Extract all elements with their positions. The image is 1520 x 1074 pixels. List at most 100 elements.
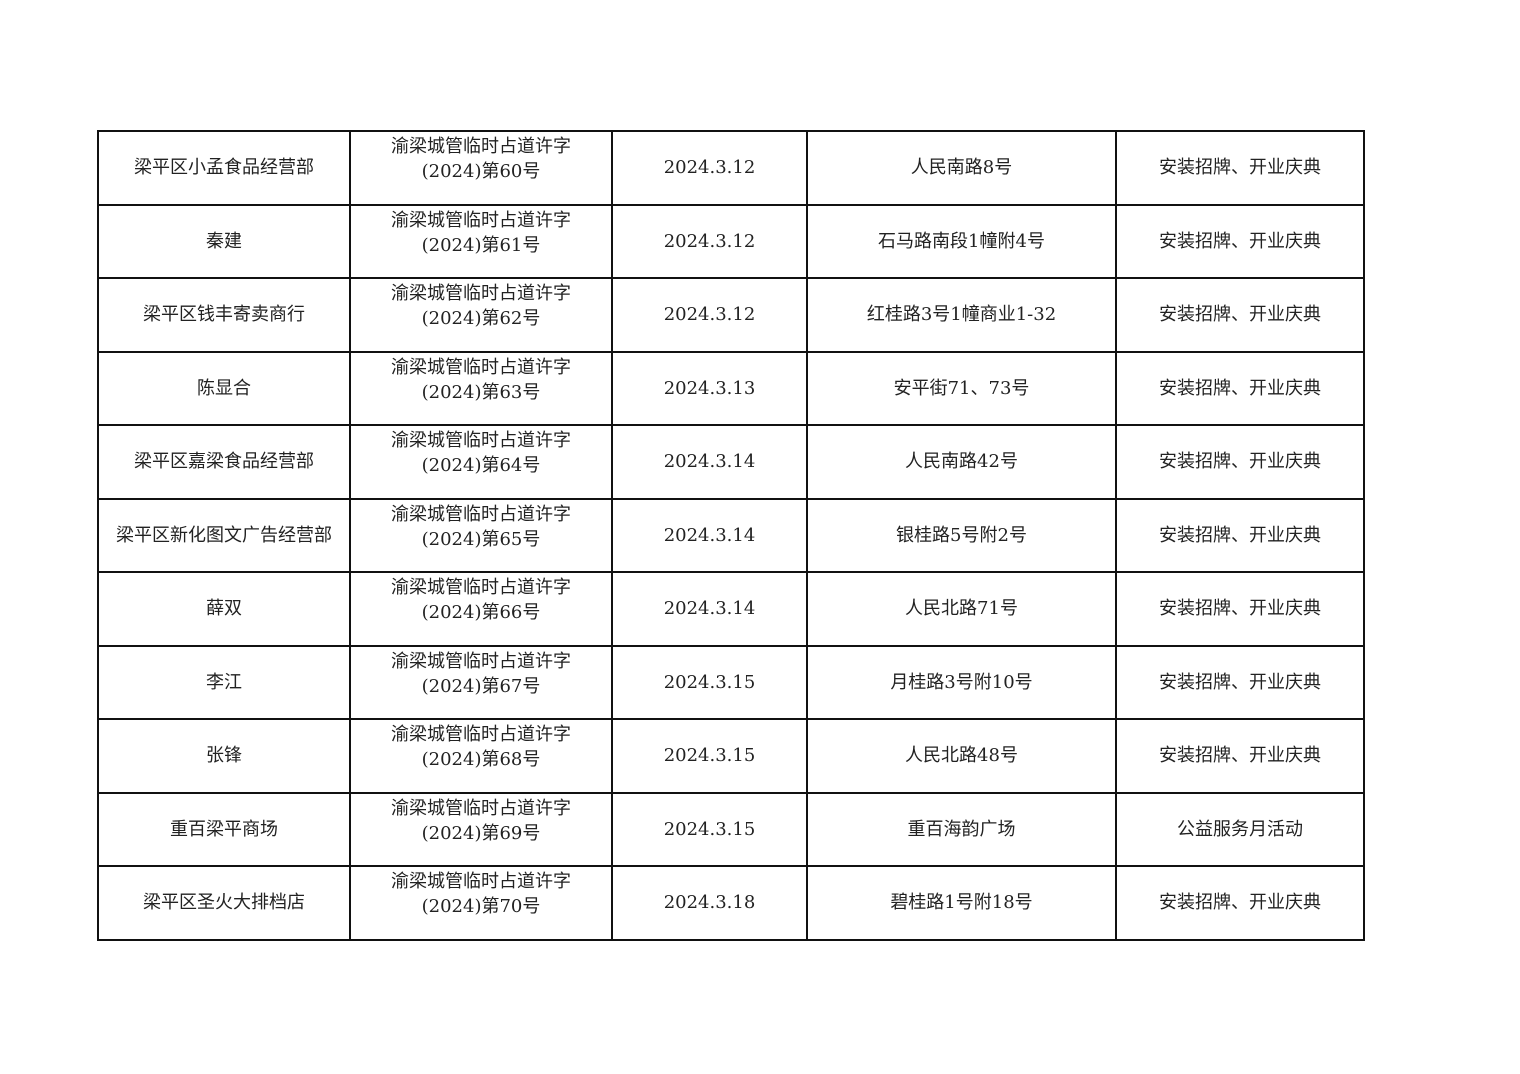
table-row: 梁平区新化图文广告经营部 渝梁城管临时占道许字 (2024)第65号 2024.3.1… — [97, 497, 1365, 573]
table-row: 重百梁平商场 渝梁城管临时占道许字 (2024)第69号 2024.3.15 重百海韵广… — [97, 791, 1365, 867]
table-row: 张锋 渝梁城管临时占道许字 (2024)第68号 2024.3.15 人民北路48号 安装… — [97, 718, 1365, 794]
table-row: 陈显合 渝梁城管临时占道许字 (2024)第63号 2024.3.13 安平街71、73… — [97, 350, 1365, 426]
purpose-cell-text: 安装招牌、开业庆典 — [1159, 230, 1321, 252]
purpose-cell: 安装招牌、开业庆典 — [1115, 424, 1365, 500]
address-cell-text: 石马路南段1幢附4号 — [878, 230, 1045, 252]
date-cell-text: 2024.3.12 — [663, 304, 756, 326]
purpose-cell-text: 安装招牌、开业庆典 — [1159, 671, 1321, 693]
permit-number-cell-line-2: (2024)第62号 — [421, 308, 541, 329]
applicant-cell-text: 薛双 — [206, 598, 242, 620]
applicant-cell: 张锋 — [97, 718, 351, 794]
date-cell-text: 2024.3.14 — [663, 451, 756, 473]
address-cell: 月桂路3号附10号 — [806, 644, 1117, 720]
date-cell: 2024.3.12 — [611, 130, 808, 206]
applicant-cell: 陈显合 — [97, 350, 351, 426]
table-row: 李江 渝梁城管临时占道许字 (2024)第67号 2024.3.15 月桂路3号附10号… — [97, 644, 1365, 720]
address-cell: 人民北路48号 — [806, 718, 1117, 794]
applicant-cell-text: 梁平区圣火大排档店 — [143, 892, 305, 914]
permit-number-cell: 渝梁城管临时占道许字 (2024)第70号 — [349, 865, 613, 941]
purpose-cell: 安装招牌、开业庆典 — [1115, 130, 1365, 206]
date-cell: 2024.3.18 — [611, 865, 808, 941]
permit-number-cell-line-2: (2024)第63号 — [421, 381, 541, 403]
applicant-cell-text: 梁平区钱丰寄卖商行 — [143, 304, 305, 326]
table-row: 秦建 渝梁城管临时占道许字 (2024)第61号 2024.3.12 石马路南段1幢附4… — [97, 203, 1365, 279]
purpose-cell-text: 安装招牌、开业庆典 — [1159, 157, 1321, 179]
permit-number-cell-line-1: 渝梁城管临时占道许字 — [391, 724, 571, 745]
purpose-cell: 安装招牌、开业庆典 — [1115, 350, 1365, 426]
date-cell-text: 2024.3.14 — [663, 524, 756, 546]
purpose-cell-text: 安装招牌、开业庆典 — [1159, 745, 1321, 767]
permit-number-cell: 渝梁城管临时占道许字 (2024)第67号 — [349, 644, 613, 720]
permit-number-cell-line-2: (2024)第69号 — [421, 822, 541, 844]
purpose-cell-text: 安装招牌、开业庆典 — [1159, 377, 1321, 399]
address-cell: 人民北路71号 — [806, 571, 1117, 647]
permit-table: 梁平区小孟食品经营部 渝梁城管临时占道许字 (2024)第60号 2024.3.12 人… — [97, 130, 1365, 941]
applicant-cell: 秦建 — [97, 203, 351, 279]
permit-number-cell-line-1: 渝梁城管临时占道许字 — [391, 209, 571, 231]
permit-number-cell-line-2: (2024)第67号 — [421, 675, 541, 697]
purpose-cell: 安装招牌、开业庆典 — [1115, 571, 1365, 647]
address-cell-text: 碧桂路1号附18号 — [890, 892, 1033, 914]
permit-number-cell-line-1: 渝梁城管临时占道许字 — [391, 430, 571, 451]
date-cell-text: 2024.3.15 — [663, 671, 756, 693]
permit-number-cell-line-2: (2024)第64号 — [421, 455, 541, 476]
address-cell: 碧桂路1号附18号 — [806, 865, 1117, 941]
applicant-cell: 梁平区圣火大排档店 — [97, 865, 351, 941]
address-cell: 人民南路8号 — [806, 130, 1117, 206]
applicant-cell-text: 李江 — [206, 671, 242, 693]
permit-number-cell-line-2: (2024)第68号 — [421, 749, 541, 770]
permit-number-cell: 渝梁城管临时占道许字 (2024)第66号 — [349, 571, 613, 647]
purpose-cell: 安装招牌、开业庆典 — [1115, 277, 1365, 353]
permit-number-cell-line-2: (2024)第66号 — [421, 602, 541, 623]
address-cell-text: 重百海韵广场 — [907, 818, 1016, 840]
permit-table-body: 梁平区小孟食品经营部 渝梁城管临时占道许字 (2024)第60号 2024.3.12 人… — [97, 130, 1365, 941]
date-cell: 2024.3.12 — [611, 203, 808, 279]
purpose-cell: 安装招牌、开业庆典 — [1115, 644, 1365, 720]
table-row: 薛双 渝梁城管临时占道许字 (2024)第66号 2024.3.14 人民北路71号 安装… — [97, 571, 1365, 647]
table-row: 梁平区圣火大排档店 渝梁城管临时占道许字 (2024)第70号 2024.3.18 碧桂… — [97, 865, 1365, 941]
permit-number-cell: 渝梁城管临时占道许字 (2024)第68号 — [349, 718, 613, 794]
date-cell-text: 2024.3.12 — [663, 157, 756, 179]
permit-number-cell-line-1: 渝梁城管临时占道许字 — [391, 577, 571, 598]
permit-number-cell: 渝梁城管临时占道许字 (2024)第63号 — [349, 350, 613, 426]
address-cell-text: 安平街71、73号 — [893, 377, 1030, 399]
applicant-cell-text: 张锋 — [206, 745, 242, 767]
address-cell: 人民南路42号 — [806, 424, 1117, 500]
purpose-cell-text: 安装招牌、开业庆典 — [1159, 304, 1321, 326]
date-cell-text: 2024.3.14 — [663, 598, 756, 620]
purpose-cell-text: 安装招牌、开业庆典 — [1159, 892, 1321, 914]
address-cell-text: 人民北路48号 — [905, 745, 1018, 767]
table-row: 梁平区钱丰寄卖商行 渝梁城管临时占道许字 (2024)第62号 2024.3.12 红桂… — [97, 277, 1365, 353]
purpose-cell: 安装招牌、开业庆典 — [1115, 718, 1365, 794]
permit-number-cell-line-1: 渝梁城管临时占道许字 — [391, 650, 571, 672]
date-cell: 2024.3.14 — [611, 497, 808, 573]
purpose-cell-text: 公益服务月活动 — [1177, 818, 1303, 840]
address-cell: 石马路南段1幢附4号 — [806, 203, 1117, 279]
purpose-cell: 安装招牌、开业庆典 — [1115, 203, 1365, 279]
permit-number-cell-line-1: 渝梁城管临时占道许字 — [391, 136, 571, 157]
address-cell-text: 人民北路71号 — [905, 598, 1018, 620]
permit-number-cell: 渝梁城管临时占道许字 (2024)第69号 — [349, 791, 613, 867]
applicant-cell-text: 陈显合 — [197, 377, 251, 399]
applicant-cell: 李江 — [97, 644, 351, 720]
purpose-cell-text: 安装招牌、开业庆典 — [1159, 451, 1321, 473]
address-cell-text: 人民南路42号 — [905, 451, 1018, 473]
address-cell: 红桂路3号1幢商业1-32 — [806, 277, 1117, 353]
applicant-cell: 重百梁平商场 — [97, 791, 351, 867]
permit-number-cell-line-1: 渝梁城管临时占道许字 — [391, 356, 571, 378]
permit-number-cell: 渝梁城管临时占道许字 (2024)第60号 — [349, 130, 613, 206]
applicant-cell-text: 重百梁平商场 — [170, 818, 278, 840]
address-cell: 安平街71、73号 — [806, 350, 1117, 426]
date-cell-text: 2024.3.13 — [663, 377, 756, 399]
address-cell: 重百海韵广场 — [806, 791, 1117, 867]
permit-number-cell: 渝梁城管临时占道许字 (2024)第61号 — [349, 203, 613, 279]
permit-number-cell: 渝梁城管临时占道许字 (2024)第64号 — [349, 424, 613, 500]
address-cell-text: 红桂路3号1幢商业1-32 — [866, 304, 1057, 326]
applicant-cell: 薛双 — [97, 571, 351, 647]
address-cell-text: 人民南路8号 — [910, 157, 1013, 179]
applicant-cell-text: 梁平区小孟食品经营部 — [134, 157, 314, 179]
permit-number-cell-line-2: (2024)第60号 — [421, 161, 541, 182]
applicant-cell-text: 梁平区新化图文广告经营部 — [116, 524, 332, 546]
date-cell: 2024.3.13 — [611, 350, 808, 426]
date-cell-text: 2024.3.15 — [663, 745, 756, 767]
